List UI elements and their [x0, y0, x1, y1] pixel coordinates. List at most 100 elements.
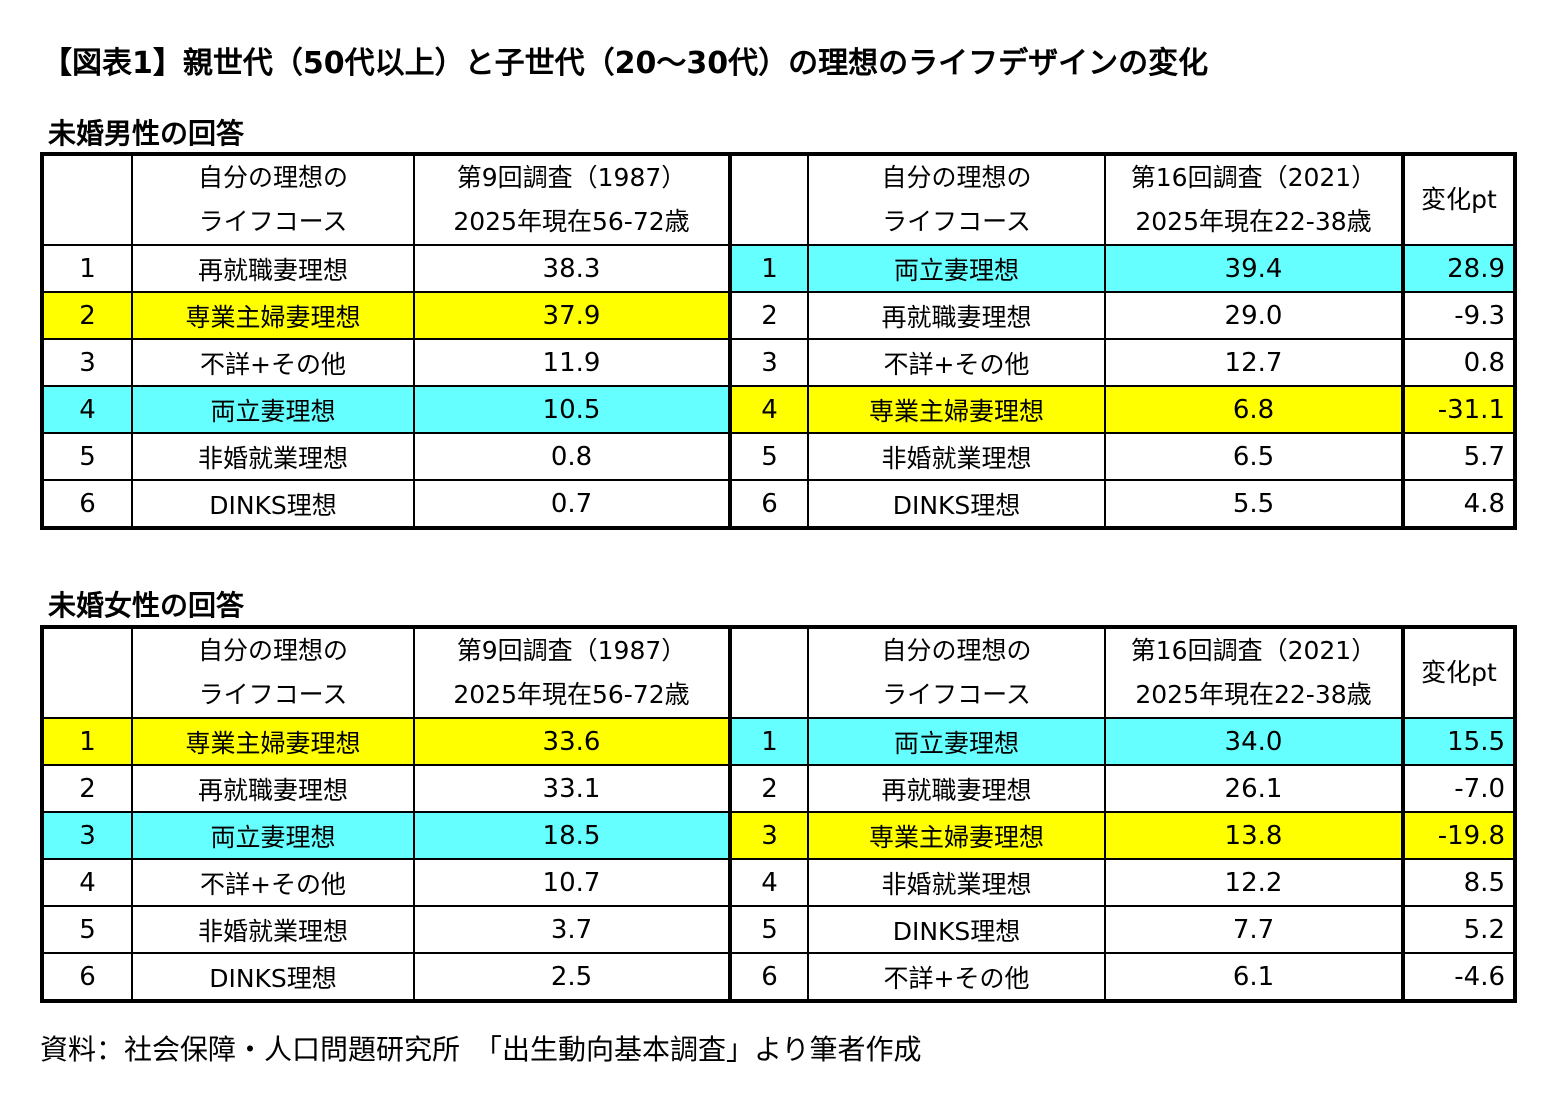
page-title: 【図表1】親世代（50代以上）と子世代（20～30代）の理想のライフデザインの変… — [42, 46, 1209, 81]
course-header: ライフコース — [807, 200, 1106, 246]
course-cell: 両立妻理想 — [131, 811, 415, 860]
value-cell: 11.9 — [413, 338, 732, 387]
rank-header — [728, 626, 809, 673]
value-cell: 6.1 — [1104, 952, 1405, 1002]
course-cell: 非婚就業理想 — [131, 905, 415, 954]
rank-cell: 6 — [728, 479, 809, 529]
value-cell: 10.5 — [413, 385, 732, 434]
course-cell: 両立妻理想 — [131, 385, 415, 434]
rank-header — [728, 153, 809, 200]
table-row: 5 非婚就業理想 0.8 5 非婚就業理想 6.5 5.7 — [41, 432, 1516, 481]
survey2-header: 2025年現在22-38歳 — [1104, 200, 1405, 246]
value-cell: 39.4 — [1104, 244, 1405, 293]
value-cell: 33.6 — [413, 717, 732, 766]
rank-cell: 4 — [41, 385, 133, 434]
table-row: 1 再就職妻理想 38.3 1 両立妻理想 39.4 28.9 — [41, 244, 1516, 293]
change-header: 変化pt — [1402, 153, 1516, 245]
rank-cell: 5 — [41, 432, 133, 481]
male-section-label: 未婚男性の回答 — [48, 117, 245, 150]
course-cell: 不詳+その他 — [807, 338, 1106, 387]
course-cell: DINKS理想 — [131, 479, 415, 529]
rank-cell: 5 — [41, 905, 133, 954]
course-header: ライフコース — [131, 200, 415, 246]
value-cell: 0.8 — [413, 432, 732, 481]
course-cell: 専業主婦妻理想 — [807, 385, 1106, 434]
table-row: 4 不詳+その他 10.7 4 非婚就業理想 12.2 8.5 — [41, 858, 1516, 907]
course-cell: 不詳+その他 — [807, 952, 1106, 1002]
value-cell: 12.7 — [1104, 338, 1405, 387]
course-cell: 再就職妻理想 — [807, 764, 1106, 813]
rank-header — [41, 153, 133, 200]
survey2-header: 第16回調査（2021） — [1104, 626, 1405, 673]
rank-header — [41, 200, 133, 246]
value-cell: 18.5 — [413, 811, 732, 860]
table-row: 1 専業主婦妻理想 33.6 1 両立妻理想 34.0 15.5 — [41, 717, 1516, 766]
course-cell: 非婚就業理想 — [807, 858, 1106, 907]
course-cell: DINKS理想 — [807, 905, 1106, 954]
change-cell: -31.1 — [1402, 385, 1516, 434]
female-section-label: 未婚女性の回答 — [48, 589, 245, 622]
rank-cell: 5 — [728, 432, 809, 481]
course-cell: DINKS理想 — [131, 952, 415, 1002]
value-cell: 10.7 — [413, 858, 732, 907]
survey2-header: 2025年現在22-38歳 — [1104, 673, 1405, 719]
table-row: 5 非婚就業理想 3.7 5 DINKS理想 7.7 5.2 — [41, 905, 1516, 954]
change-cell: -7.0 — [1402, 764, 1516, 813]
female-table: 自分の理想の 第9回調査（1987） 自分の理想の 第16回調査（2021） 変… — [40, 625, 1517, 1003]
course-header: 自分の理想の — [807, 153, 1106, 200]
table-row: 3 不詳+その他 11.9 3 不詳+その他 12.7 0.8 — [41, 338, 1516, 387]
table-row: 2 再就職妻理想 33.1 2 再就職妻理想 26.1 -7.0 — [41, 764, 1516, 813]
rank-cell: 3 — [41, 338, 133, 387]
rank-cell: 2 — [728, 764, 809, 813]
table-row: 3 両立妻理想 18.5 3 専業主婦妻理想 13.8 -19.8 — [41, 811, 1516, 860]
change-cell: 5.2 — [1402, 905, 1516, 954]
female-rows: 1 専業主婦妻理想 33.6 1 両立妻理想 34.0 15.5 2 再就職妻理想 33.1 2 再就… — [41, 717, 1516, 1002]
course-cell: 専業主婦妻理想 — [807, 811, 1106, 860]
rank-header — [41, 626, 133, 673]
rank-cell: 1 — [41, 717, 133, 766]
value-cell: 34.0 — [1104, 717, 1405, 766]
rank-cell: 3 — [728, 338, 809, 387]
rank-cell: 1 — [728, 244, 809, 293]
male-table: 自分の理想の 第9回調査（1987） 自分の理想の 第16回調査（2021） 変… — [40, 152, 1517, 530]
survey2-header: 第16回調査（2021） — [1104, 153, 1405, 200]
rank-cell: 3 — [728, 811, 809, 860]
value-cell: 5.5 — [1104, 479, 1405, 529]
value-cell: 13.8 — [1104, 811, 1405, 860]
change-cell: -4.6 — [1402, 952, 1516, 1002]
value-cell: 7.7 — [1104, 905, 1405, 954]
value-cell: 33.1 — [413, 764, 732, 813]
table-row: 2 専業主婦妻理想 37.9 2 再就職妻理想 29.0 -9.3 — [41, 291, 1516, 340]
survey1-header: 2025年現在56-72歳 — [413, 673, 732, 719]
change-cell: -9.3 — [1402, 291, 1516, 340]
male-rows: 1 再就職妻理想 38.3 1 両立妻理想 39.4 28.9 2 専業主婦妻理想 37.9 2 再就… — [41, 244, 1516, 529]
change-header: 変化pt — [1402, 626, 1516, 718]
course-cell: 非婚就業理想 — [807, 432, 1106, 481]
rank-cell: 6 — [728, 952, 809, 1002]
course-cell: 不詳+その他 — [131, 338, 415, 387]
table-row: 4 両立妻理想 10.5 4 専業主婦妻理想 6.8 -31.1 — [41, 385, 1516, 434]
course-cell: 再就職妻理想 — [807, 291, 1106, 340]
rank-cell: 6 — [41, 952, 133, 1002]
rank-cell: 4 — [728, 385, 809, 434]
value-cell: 37.9 — [413, 291, 732, 340]
change-cell: 4.8 — [1402, 479, 1516, 529]
rank-header — [728, 673, 809, 719]
course-cell: 専業主婦妻理想 — [131, 291, 415, 340]
survey1-header: 第9回調査（1987） — [413, 626, 732, 673]
change-cell: 0.8 — [1402, 338, 1516, 387]
course-cell: 両立妻理想 — [807, 244, 1106, 293]
rank-cell: 4 — [728, 858, 809, 907]
rank-cell: 3 — [41, 811, 133, 860]
course-cell: 両立妻理想 — [807, 717, 1106, 766]
course-cell: 専業主婦妻理想 — [131, 717, 415, 766]
value-cell: 38.3 — [413, 244, 732, 293]
course-cell: 再就職妻理想 — [131, 764, 415, 813]
rank-cell: 4 — [41, 858, 133, 907]
rank-cell: 1 — [728, 717, 809, 766]
change-cell: -19.8 — [1402, 811, 1516, 860]
value-cell: 26.1 — [1104, 764, 1405, 813]
change-cell: 28.9 — [1402, 244, 1516, 293]
course-cell: DINKS理想 — [807, 479, 1106, 529]
value-cell: 2.5 — [413, 952, 732, 1002]
